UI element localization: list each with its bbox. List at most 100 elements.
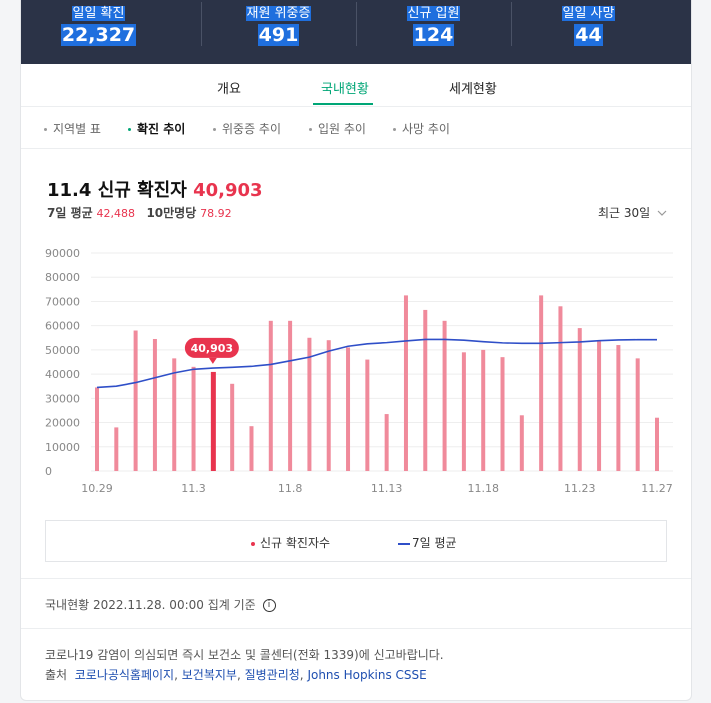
dot-icon [251,541,255,546]
bar [597,341,602,471]
data-basis: 국내현황 2022.11.28. 00:00 집계 기준 i [45,596,276,613]
y-tick-label: 40000 [45,368,80,381]
tab-global[interactable]: 세계현황 [449,82,497,97]
bullet-icon [213,128,216,131]
subtab-critical-trend[interactable]: 위중증 추이 [213,120,281,137]
divider [21,628,691,629]
stat-critical: 재원 위중증 491 [201,0,356,64]
stat-label: 일일 확진 [71,6,126,21]
source-link[interactable]: 질병관리청 [244,668,300,682]
bar [500,357,505,471]
bar [249,426,254,471]
bar [423,309,428,471]
line-icon [398,542,410,545]
stat-daily-confirmed: 일일 확진 22,327 [21,0,176,64]
source-link[interactable]: 보건복지부 [181,668,237,682]
line-series [96,338,657,389]
stat-label: 재원 위중증 [245,6,312,21]
bar [539,295,544,471]
y-tick-label: 30000 [45,392,80,405]
stat-value: 491 [257,24,300,46]
bar [384,414,389,471]
subtab-region-table[interactable]: 지역별 표 [44,120,101,137]
bar [268,320,273,471]
stat-value: 22,327 [60,24,137,46]
x-tick-label: 11.27 [641,482,673,495]
subtab-admission-trend[interactable]: 입원 추이 [309,120,366,137]
stats-bar: 일일 확진 22,327 재원 위중증 491 신규 입원 124 일일 사망 … [21,0,691,64]
stat-daily-deaths: 일일 사망 44 [511,0,666,64]
notice-text: 코로나19 감염이 의심되면 즉시 보건소 및 콜센터(전화 1339)에 신고… [45,648,444,662]
covid-panel: 일일 확진 22,327 재원 위중증 491 신규 입원 124 일일 사망 … [20,0,692,701]
chart-legend: 신규 확진자수 7일 평균 [45,520,667,562]
headline-date: 11.4 [47,180,92,201]
x-tick-label: 11.13 [371,482,403,495]
bullet-icon [128,128,131,131]
avg-line [96,338,657,389]
stat-value: 44 [574,24,603,46]
x-tick-label: 11.3 [181,482,206,495]
bullet-icon [393,128,396,131]
main-tabs: 개요 국내현황 세계현황 [21,64,691,107]
bar [191,366,196,471]
divider [511,2,512,46]
y-tick-label: 90000 [45,247,80,260]
headline-value: 40,903 [193,180,263,201]
bar [481,349,486,471]
bar [442,320,447,471]
per100k-value: 78.92 [200,207,232,220]
x-tick-label: 10.29 [81,482,113,495]
bar [95,387,99,471]
active-tab-indicator [313,103,373,105]
y-axis-ticks: 0 10000 20000 30000 40000 50000 60000 70000 8000… [45,247,80,478]
bar [172,358,177,471]
y-tick-label: 60000 [45,320,80,333]
tab-overview[interactable]: 개요 [217,82,241,97]
subtab-confirmed-trend[interactable]: 확진 추이 [128,120,185,137]
info-icon[interactable]: i [262,599,276,612]
divider [21,578,691,579]
bullet-icon [44,128,47,131]
y-tick-label: 0 [45,465,52,478]
bar [461,352,466,471]
tab-domestic[interactable]: 국내현황 [321,82,369,97]
chart-headline: 11.4 신규 확진자 40,903 [47,176,263,202]
bar [519,415,524,471]
tooltip-bubble [184,337,239,358]
bar [365,359,370,471]
y-tick-label: 10000 [45,441,80,454]
bullet-icon [309,128,312,131]
source-link[interactable]: Johns Hopkins CSSE [307,668,427,682]
legend-7day-avg[interactable]: 7일 평균 [398,534,457,551]
highlight-tooltip: 40,903 [184,337,239,364]
subtab-death-trend[interactable]: 사망 추이 [393,120,450,137]
bar [655,417,659,471]
x-axis-ticks: 10.29 11.3 11.8 11.13 11.18 11.23 11.27 [81,482,673,495]
average-summary: 7일 평균 42,488 10만명당 78.92 [47,204,232,221]
chart-grid [91,252,673,472]
bar [346,347,351,471]
bar [288,320,293,471]
bar [577,328,582,471]
y-tick-label: 70000 [45,295,80,308]
bar [326,340,331,471]
legend-confirmed[interactable]: 신규 확진자수 [251,534,330,551]
period-dropdown[interactable]: 최근 30일 [598,204,667,221]
bar [210,371,216,471]
x-tick-label: 11.18 [467,482,499,495]
bar-series [95,295,659,471]
period-value: 최근 30일 [597,206,651,220]
y-tick-label: 20000 [45,417,80,430]
bar [152,338,157,471]
stat-new-admissions: 신규 입원 124 [356,0,511,64]
trend-chart: 0 10000 20000 30000 40000 50000 60000 70000 8000… [45,247,673,495]
source-link[interactable]: 코로나공식홈페이지 [74,668,175,682]
source-line: 출처 코로나공식홈페이지, 보건복지부, 질병관리청, Johns Hopkin… [45,668,427,682]
x-tick-label: 11.23 [564,482,596,495]
divider [201,2,202,46]
y-tick-label: 80000 [45,271,80,284]
source-label: 출처 [45,668,68,682]
avg7-value: 42,488 [96,207,135,220]
bar [230,383,235,471]
y-tick-label: 50000 [45,344,80,357]
